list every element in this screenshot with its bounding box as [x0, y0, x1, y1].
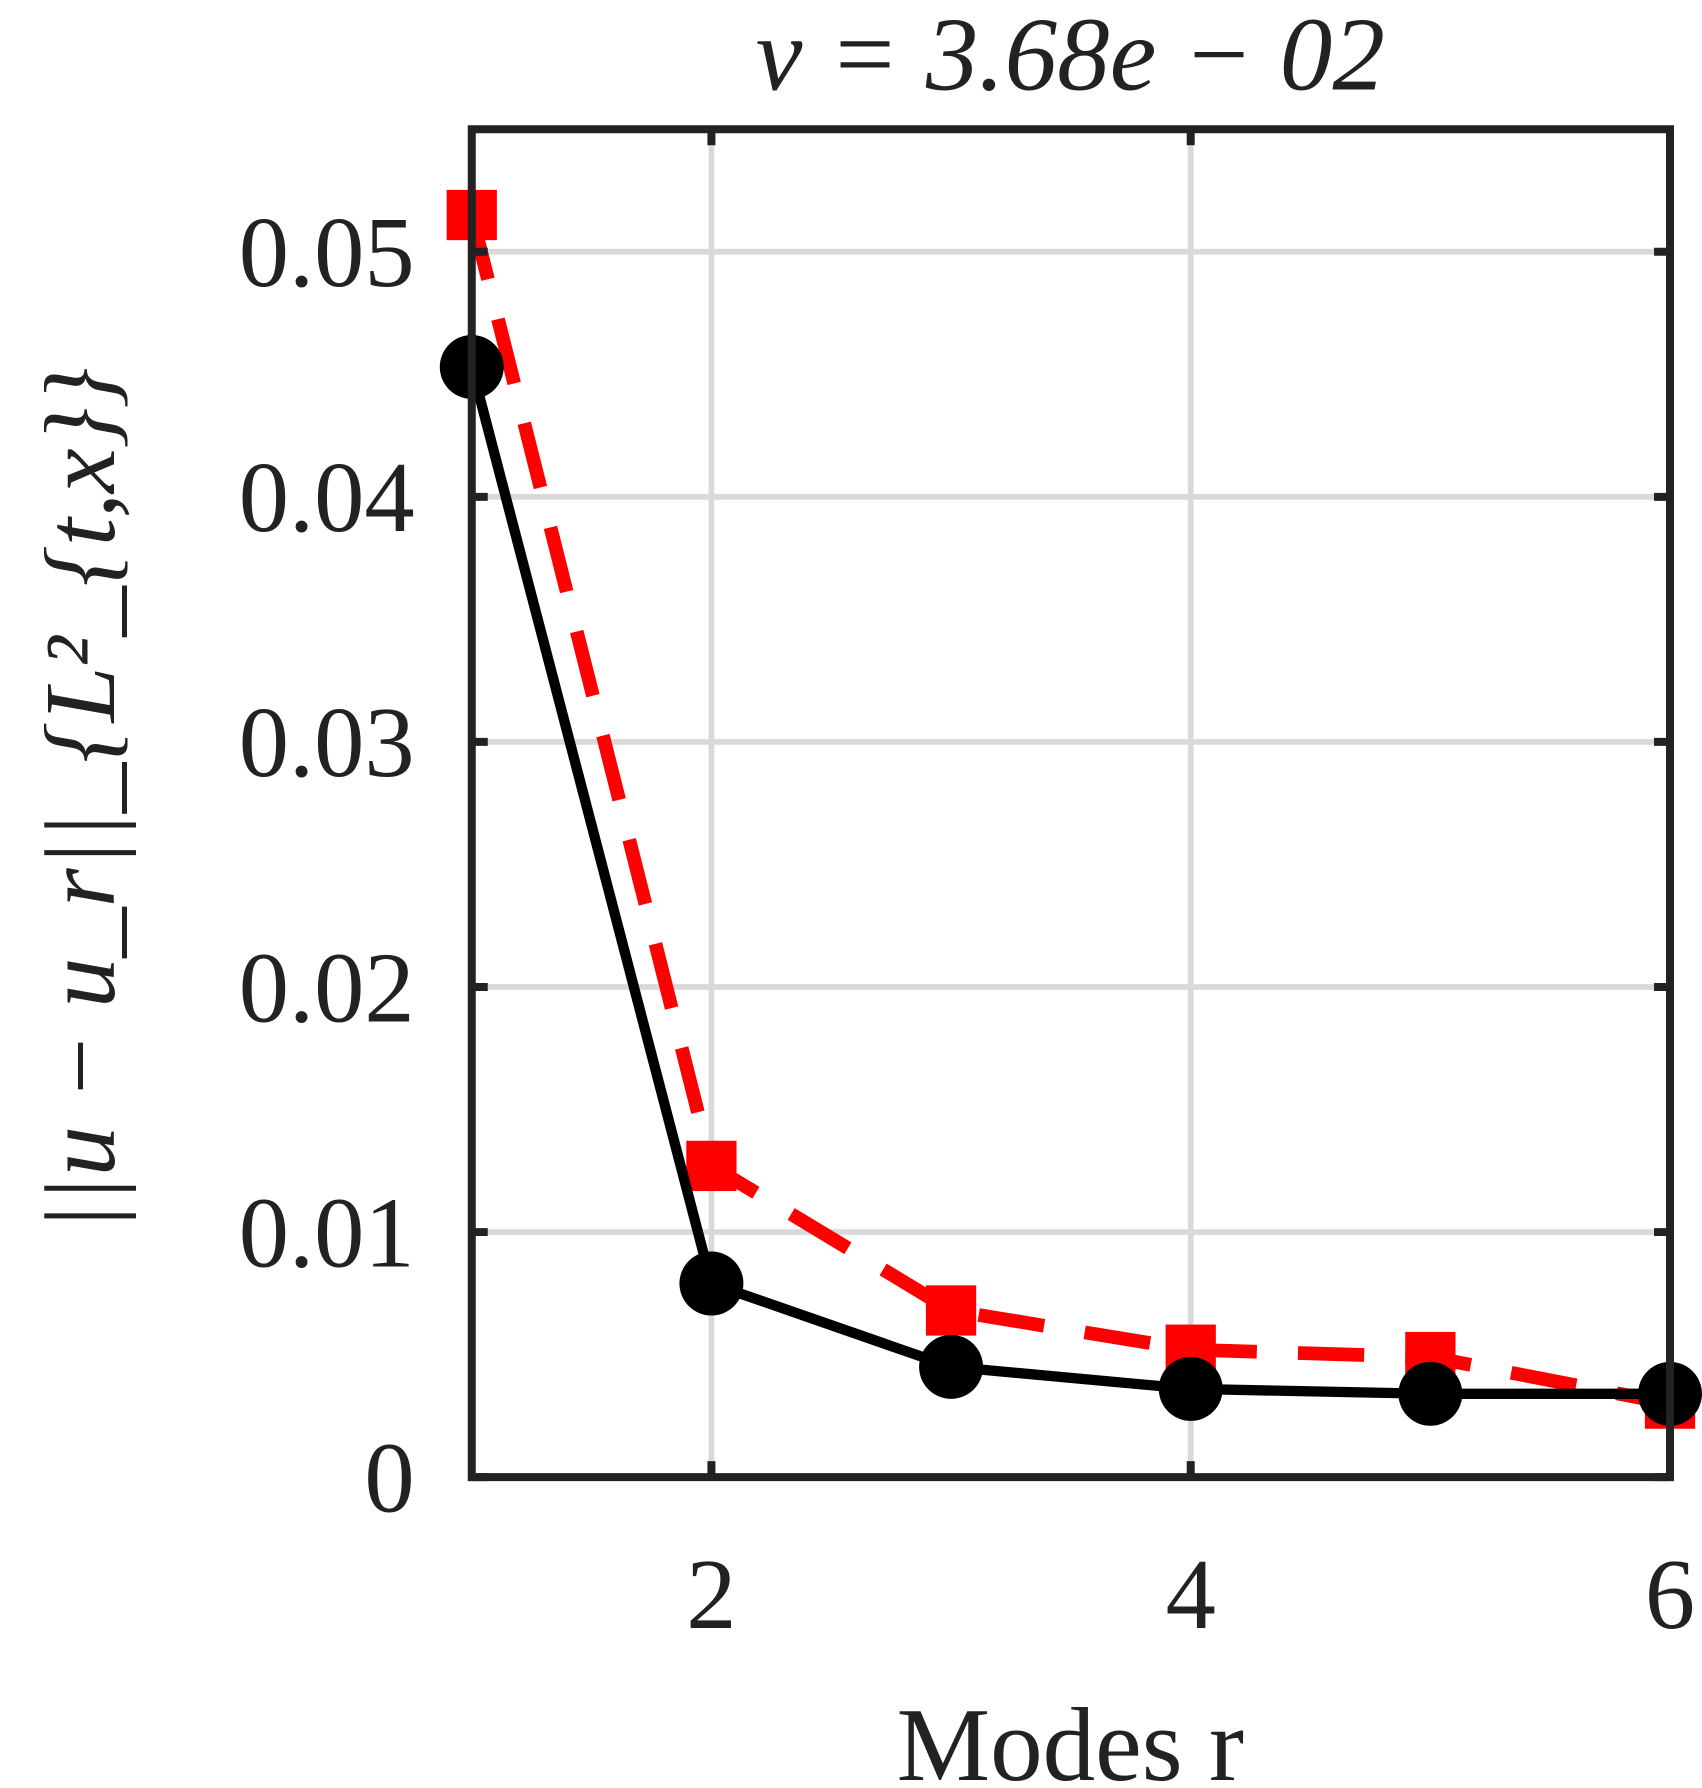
y-axis-label: ||u − u_r||_{L²_{t,x}} — [24, 368, 136, 1232]
series-layer — [439, 189, 1702, 1429]
x-axis-label-text: Modes r — [897, 1686, 1244, 1788]
x-tick-label: 6 — [1645, 1538, 1695, 1650]
series-line — [466, 365, 1671, 1399]
x-axis-label: Modes r — [897, 1686, 1244, 1788]
y-tick-label: 0.03 — [239, 686, 415, 798]
data-point-circle — [1398, 1361, 1463, 1426]
data-point-square — [686, 1140, 737, 1192]
y-tick-label: 0.02 — [239, 931, 415, 1043]
y-tick-label: 0.04 — [239, 441, 415, 553]
axes-frame — [467, 125, 1675, 1482]
data-point-circle — [1158, 1356, 1223, 1421]
ticks: 0 0.01 0.02 0.03 0.04 0.05 2 4 6 — [239, 129, 1695, 1650]
data-point-square — [925, 1285, 977, 1336]
data-point-circle — [919, 1334, 984, 1399]
x-tick-label: 2 — [686, 1538, 736, 1650]
data-point-circle — [679, 1251, 744, 1316]
y-tick-label: 0.01 — [239, 1176, 415, 1288]
series-line — [465, 213, 1672, 1411]
grid — [471, 129, 1671, 1478]
y-axis-label-text: ||u − u_r||_{L²_{t,x}} — [24, 368, 136, 1232]
y-tick-label: 0.05 — [239, 196, 415, 308]
chart-title: ν = 3.68e − 02 — [756, 0, 1385, 112]
x-tick-label: 4 — [1166, 1538, 1216, 1650]
y-tick-label: 0 — [364, 1421, 414, 1533]
